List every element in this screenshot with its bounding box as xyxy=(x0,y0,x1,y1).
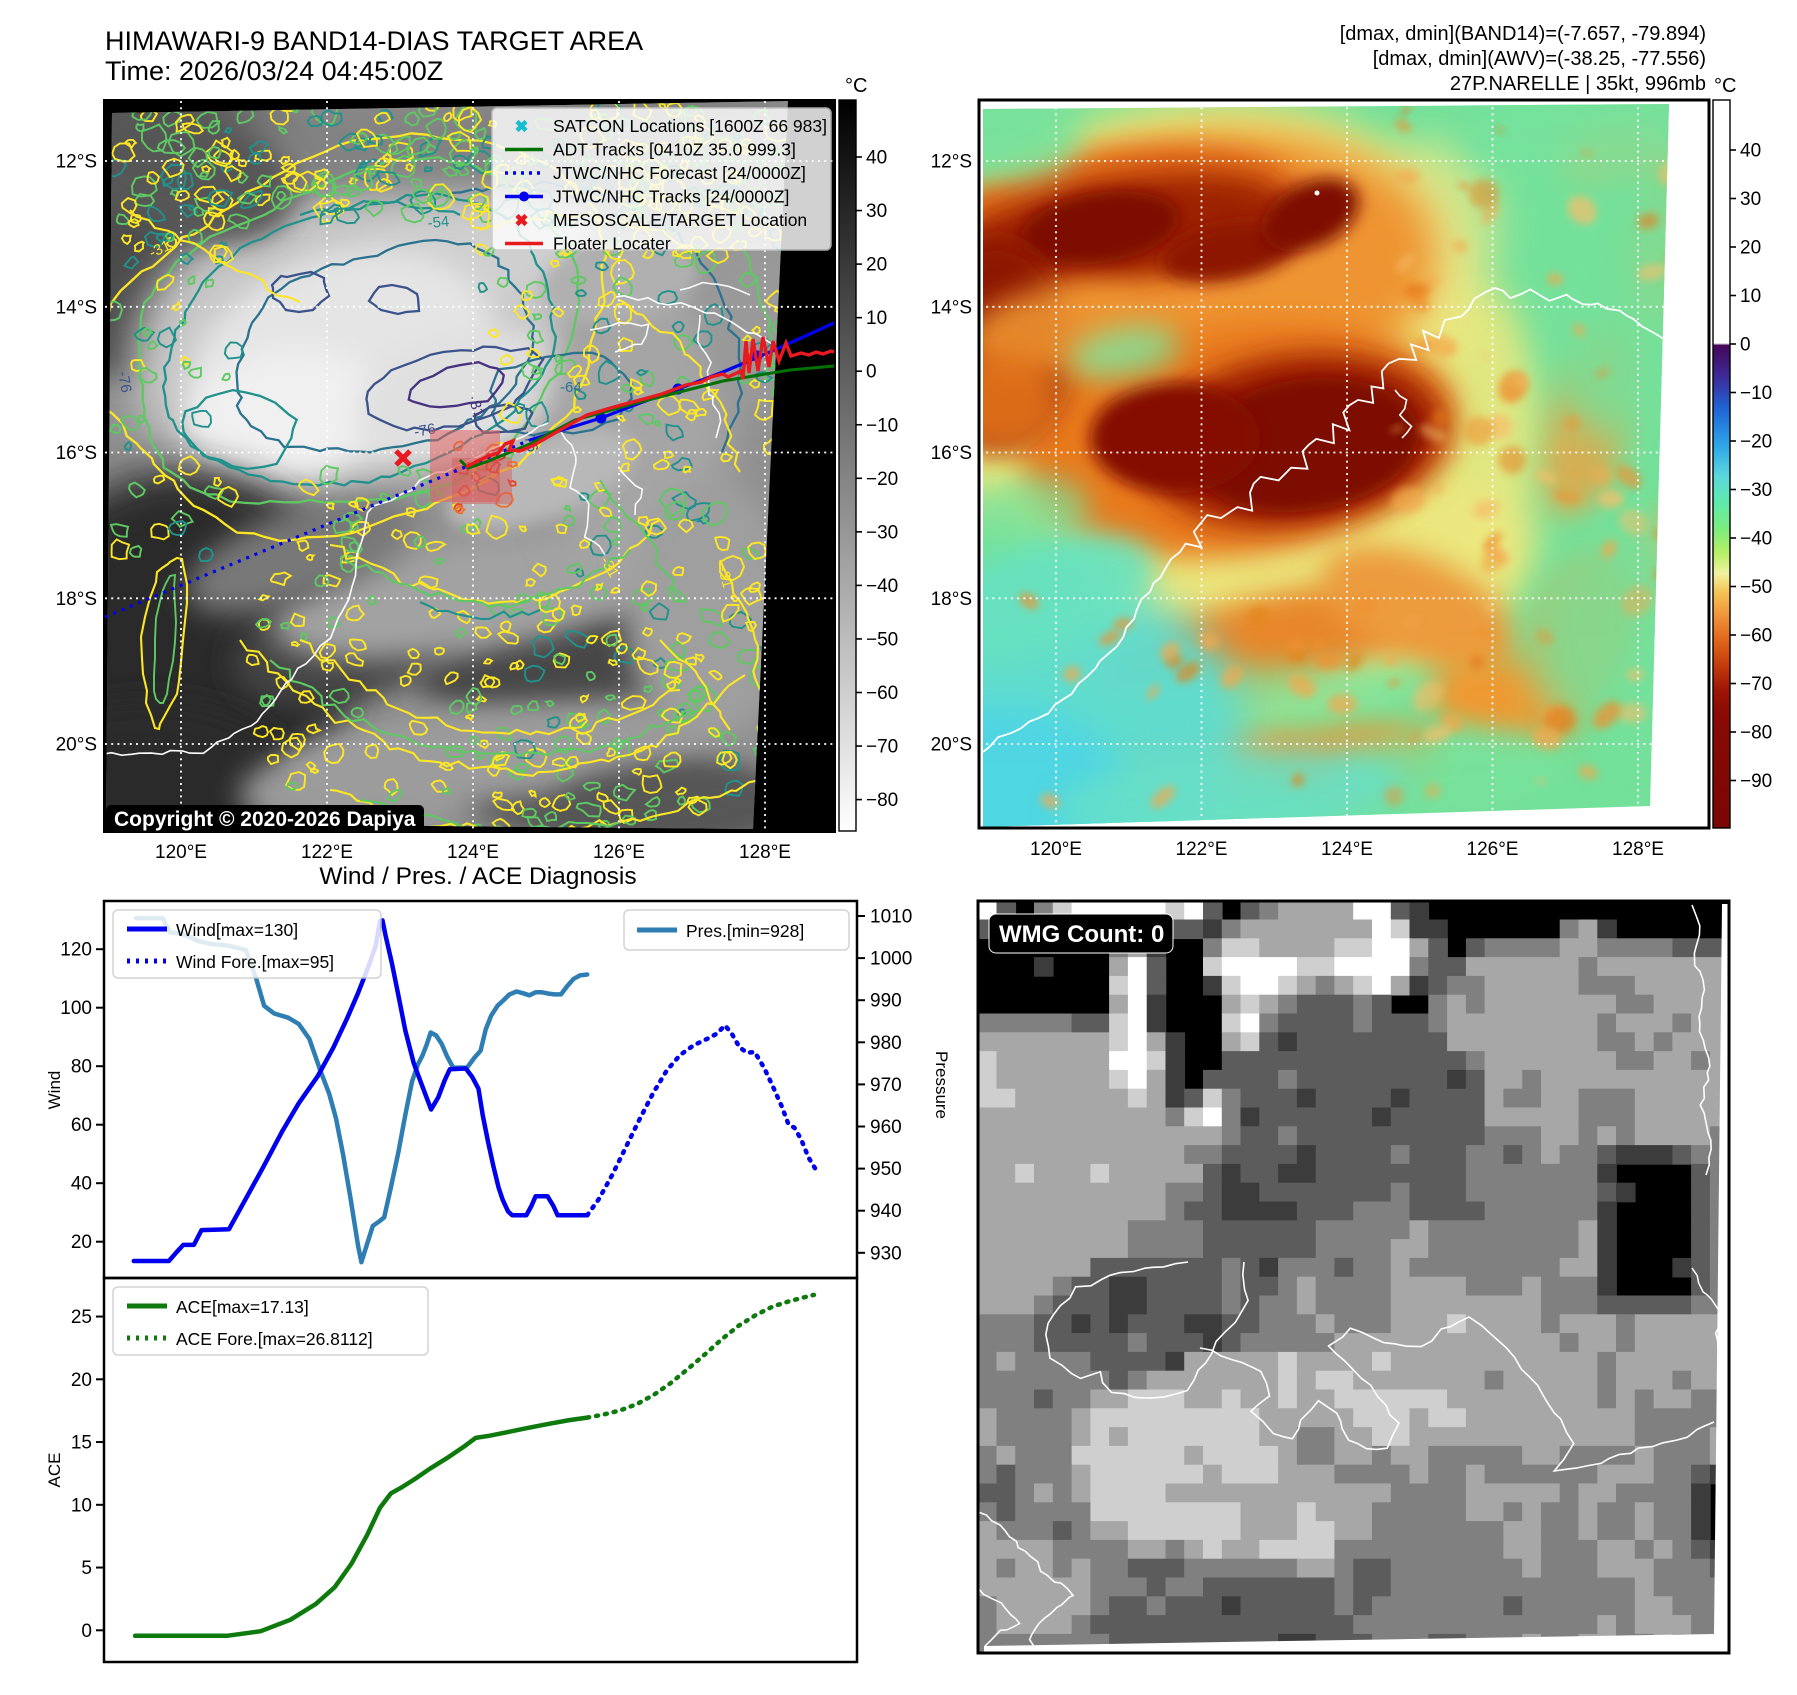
svg-text:27P.NARELLE | 35kt, 996mb: 27P.NARELLE | 35kt, 996mb xyxy=(1450,73,1706,95)
svg-text:20°S: 20°S xyxy=(56,735,97,756)
svg-text:Wind[max=130]: Wind[max=130] xyxy=(176,920,298,940)
svg-text:970: 970 xyxy=(870,1075,902,1096)
svg-text:JTWC/NHC Forecast [24/0000Z]: JTWC/NHC Forecast [24/0000Z] xyxy=(553,163,806,183)
svg-text:−50: −50 xyxy=(1740,577,1772,598)
svg-text:124°E: 124°E xyxy=(447,842,499,863)
svg-text:−30: −30 xyxy=(866,522,898,543)
svg-text:10: 10 xyxy=(71,1495,92,1516)
svg-text:960: 960 xyxy=(870,1117,902,1138)
svg-text:Wind: Wind xyxy=(45,1071,64,1110)
svg-text:14°S: 14°S xyxy=(931,297,972,318)
svg-text:950: 950 xyxy=(870,1159,902,1180)
svg-text:940: 940 xyxy=(870,1201,902,1222)
svg-text:18°S: 18°S xyxy=(56,589,97,610)
svg-text:20°S: 20°S xyxy=(931,735,972,756)
svg-text:−20: −20 xyxy=(866,469,898,490)
svg-text:1000: 1000 xyxy=(870,949,912,970)
svg-text:30: 30 xyxy=(1740,189,1761,210)
svg-text:−80: −80 xyxy=(866,790,898,811)
svg-text:−40: −40 xyxy=(1740,529,1772,550)
svg-text:−10: −10 xyxy=(866,415,898,436)
svg-text:15: 15 xyxy=(71,1433,92,1454)
svg-text:990: 990 xyxy=(870,991,902,1012)
svg-text:−80: −80 xyxy=(1740,723,1772,744)
svg-text:°C: °C xyxy=(1714,75,1736,97)
svg-text:Pressure: Pressure xyxy=(932,1051,951,1119)
svg-text:30: 30 xyxy=(866,201,887,222)
svg-text:126°E: 126°E xyxy=(593,842,645,863)
svg-text:0: 0 xyxy=(866,362,877,383)
svg-text:−40: −40 xyxy=(866,576,898,597)
svg-text:MESOSCALE/TARGET Location: MESOSCALE/TARGET Location xyxy=(553,210,807,230)
svg-text:-31: -31 xyxy=(714,565,736,590)
svg-text:40: 40 xyxy=(866,148,887,169)
svg-text:ACE[max=17.13]: ACE[max=17.13] xyxy=(176,1297,309,1317)
svg-text:HIMAWARI-9 BAND14-DIAS TARGET: HIMAWARI-9 BAND14-DIAS TARGET AREA xyxy=(105,26,643,56)
svg-text:1010: 1010 xyxy=(870,907,912,928)
svg-text:122°E: 122°E xyxy=(1176,839,1228,860)
svg-text:−90: −90 xyxy=(1740,771,1772,792)
svg-text:18°S: 18°S xyxy=(931,589,972,610)
svg-text:120°E: 120°E xyxy=(155,842,207,863)
svg-text:Wind Fore.[max=95]: Wind Fore.[max=95] xyxy=(176,952,334,972)
svg-text:20: 20 xyxy=(866,255,887,276)
svg-text:0: 0 xyxy=(81,1621,92,1642)
svg-text:5: 5 xyxy=(81,1558,92,1579)
svg-text:20: 20 xyxy=(71,1232,92,1253)
svg-text:[dmax, dmin](BAND14)=(-7.657,: [dmax, dmin](BAND14)=(-7.657, -79.894) xyxy=(1340,23,1706,45)
svg-text:128°E: 128°E xyxy=(1612,839,1664,860)
svg-text:16°S: 16°S xyxy=(56,443,97,464)
svg-text:25: 25 xyxy=(71,1307,92,1328)
svg-text:120°E: 120°E xyxy=(1030,839,1082,860)
svg-text:126°E: 126°E xyxy=(1467,839,1519,860)
svg-text:120: 120 xyxy=(60,940,92,961)
svg-text:20: 20 xyxy=(71,1370,92,1391)
svg-text:−70: −70 xyxy=(1740,674,1772,695)
svg-text:40: 40 xyxy=(71,1174,92,1195)
svg-text:124°E: 124°E xyxy=(1321,839,1373,860)
svg-text:−70: −70 xyxy=(866,737,898,758)
svg-text:JTWC/NHC Tracks [24/0000Z]: JTWC/NHC Tracks [24/0000Z] xyxy=(553,187,789,207)
svg-text:−50: −50 xyxy=(866,629,898,650)
svg-text:100: 100 xyxy=(60,998,92,1019)
svg-text:80: 80 xyxy=(71,1057,92,1078)
svg-text:−60: −60 xyxy=(866,683,898,704)
svg-text:60: 60 xyxy=(71,1115,92,1136)
svg-text:WMG Count: 0: WMG Count: 0 xyxy=(999,921,1164,948)
svg-text:16°S: 16°S xyxy=(931,443,972,464)
svg-text:°C: °C xyxy=(845,75,867,97)
svg-text:12°S: 12°S xyxy=(56,152,97,173)
svg-text:Copyright © 2020-2026 Dapiya: Copyright © 2020-2026 Dapiya xyxy=(114,808,416,831)
svg-text:930: 930 xyxy=(870,1243,902,1264)
svg-text:SATCON Locations [1600Z 66 983: SATCON Locations [1600Z 66 983] xyxy=(553,116,827,136)
svg-text:122°E: 122°E xyxy=(301,842,353,863)
svg-text:ACE Fore.[max=26.8112]: ACE Fore.[max=26.8112] xyxy=(176,1329,373,1349)
svg-text:-64: -64 xyxy=(560,379,582,396)
svg-text:−20: −20 xyxy=(1740,432,1772,453)
svg-text:10: 10 xyxy=(1740,286,1761,307)
svg-text:20: 20 xyxy=(1740,238,1761,259)
svg-text:-54: -54 xyxy=(427,213,450,232)
svg-text:Wind / Pres. / ACE Diagnosis: Wind / Pres. / ACE Diagnosis xyxy=(319,863,636,890)
svg-text:ACE: ACE xyxy=(45,1453,64,1488)
svg-text:14°S: 14°S xyxy=(56,297,97,318)
svg-text:0: 0 xyxy=(1740,335,1751,356)
svg-text:-76: -76 xyxy=(114,370,135,394)
svg-text:[dmax, dmin](AWV)=(-38.25, -77: [dmax, dmin](AWV)=(-38.25, -77.556) xyxy=(1373,48,1706,70)
svg-text:12°S: 12°S xyxy=(931,152,972,173)
svg-text:−30: −30 xyxy=(1740,480,1772,501)
svg-text:ADT Tracks [0410Z 35.0 999.3]: ADT Tracks [0410Z 35.0 999.3] xyxy=(553,140,796,160)
svg-text:Floater Locater: Floater Locater xyxy=(553,234,671,254)
svg-text:40: 40 xyxy=(1740,141,1761,162)
svg-text:Pres.[min=928]: Pres.[min=928] xyxy=(686,921,804,941)
svg-text:-42: -42 xyxy=(296,180,320,200)
svg-text:−60: −60 xyxy=(1740,626,1772,647)
svg-text:980: 980 xyxy=(870,1033,902,1054)
svg-text:128°E: 128°E xyxy=(739,842,791,863)
svg-text:10: 10 xyxy=(866,308,887,329)
svg-text:−10: −10 xyxy=(1740,383,1772,404)
svg-text:-81: -81 xyxy=(464,394,487,420)
svg-text:Time: 2026/03/24 04:45:00Z: Time: 2026/03/24 04:45:00Z xyxy=(105,56,443,86)
